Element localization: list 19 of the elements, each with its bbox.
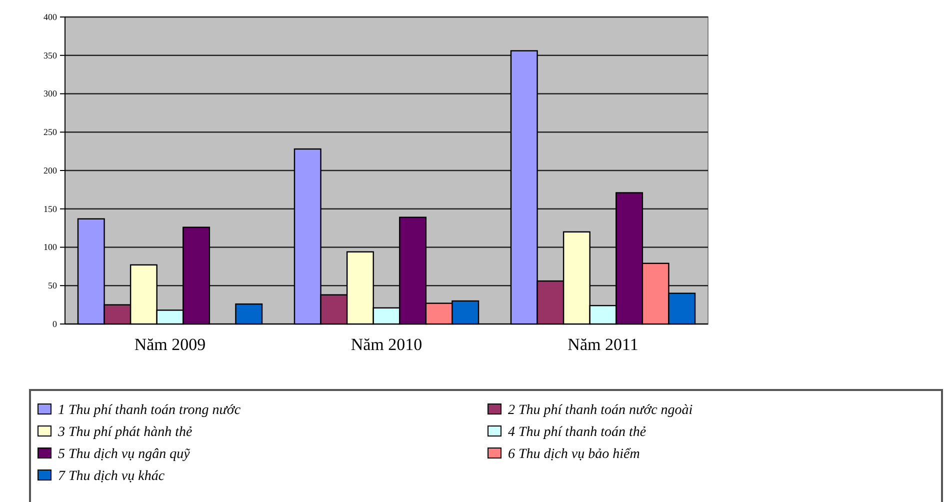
x-tick-label: Năm 2010 xyxy=(350,335,422,354)
y-tick-label: 0 xyxy=(52,318,58,329)
legend-label: 1 Thu phí thanh toán trong nước xyxy=(58,403,242,418)
legend-label: 3 Thu phí phát hành thẻ xyxy=(57,425,192,440)
y-tick-label: 300 xyxy=(44,88,58,99)
y-tick-label: 250 xyxy=(44,127,58,138)
y-tick-label: 400 xyxy=(44,12,58,22)
legend-label: 5 Thu dịch vụ ngân quỹ xyxy=(58,447,191,462)
y-tick-label: 50 xyxy=(48,280,58,291)
y-tick-label: 150 xyxy=(44,204,58,214)
legend-label: 4 Thu phí thanh toán thẻ xyxy=(508,425,646,440)
y-tick-label: 350 xyxy=(44,50,58,60)
legend-label: 7 Thu dịch vụ khác xyxy=(58,469,166,484)
y-tick-label: 100 xyxy=(44,242,58,252)
legend-label: 2 Thu phí thanh toán nước ngoài xyxy=(508,403,693,418)
y-tick-label: 200 xyxy=(44,165,58,176)
x-tick-label: Năm 2011 xyxy=(568,335,638,354)
x-tick-label: Năm 2009 xyxy=(134,335,206,354)
legend-label: 6 Thu dịch vụ bảo hiểm xyxy=(508,447,640,462)
